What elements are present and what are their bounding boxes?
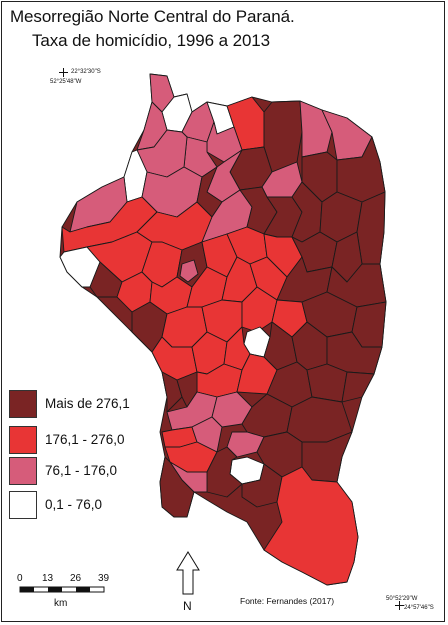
coordinate-cross-icon (59, 68, 68, 77)
municipality (263, 466, 359, 586)
municipality (161, 371, 183, 413)
legend-label: 0,1 - 76,0 (45, 497, 103, 512)
coord-top-left-lon: 52°25'48"W (50, 79, 82, 85)
scale-tick-label: 13 (42, 573, 54, 584)
legend-label: 76,1 - 176,0 (45, 463, 118, 478)
legend-swatch (9, 457, 37, 485)
legend-item: 76,1 - 176,0 (9, 457, 169, 487)
scale-bar (19, 586, 105, 593)
municipality (263, 100, 303, 173)
coord-bottom-right-lat: 24°57'46"S (404, 605, 434, 611)
scale-tick-label: 0 (17, 573, 23, 584)
coordinate-cross-icon (395, 601, 404, 610)
north-arrow-icon (176, 551, 200, 595)
municipality (341, 371, 375, 403)
map-title-line1: Mesorregião Norte Central do Paraná. (10, 7, 295, 26)
municipality (179, 259, 199, 283)
municipality (89, 261, 123, 298)
legend-item: Mais de 276,1 (9, 390, 169, 420)
legend-swatch (9, 491, 37, 519)
legend-swatch (9, 426, 37, 454)
legend-swatch (9, 390, 37, 418)
legend-label: 176,1 - 276,0 (45, 432, 125, 447)
legend-item: 176,1 - 276,0 (9, 426, 169, 456)
legend-item: 0,1 - 76,0 (9, 491, 169, 521)
north-label: N (183, 599, 192, 613)
scale-tick-label: 39 (98, 573, 110, 584)
municipality (159, 456, 195, 518)
scale-tick-label: 26 (70, 573, 82, 584)
municipality (306, 363, 348, 403)
municipality (299, 100, 333, 158)
coord-top-left-lat: 22°32'30"S (71, 69, 101, 75)
map-title-line2: Taxa de homicídio, 1996 a 2013 (32, 31, 271, 50)
source-text: Fonte: Fernandes (2017) (240, 596, 335, 606)
legend-label: Mais de 276,1 (45, 396, 130, 411)
coord-bottom-right-lon: 50°52'29"W (386, 596, 418, 602)
scale-unit: km (54, 598, 68, 609)
